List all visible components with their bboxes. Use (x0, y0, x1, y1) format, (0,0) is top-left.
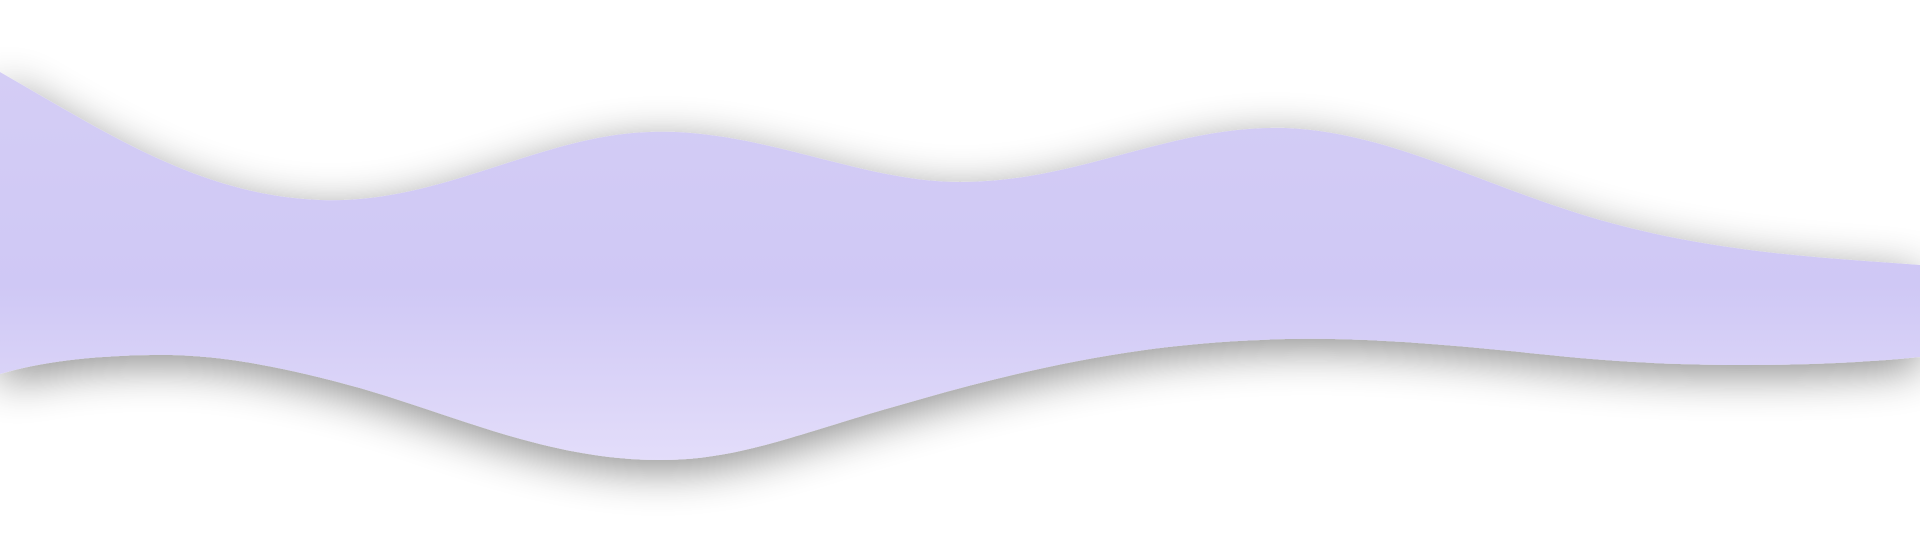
wave-shape (0, 72, 1920, 460)
